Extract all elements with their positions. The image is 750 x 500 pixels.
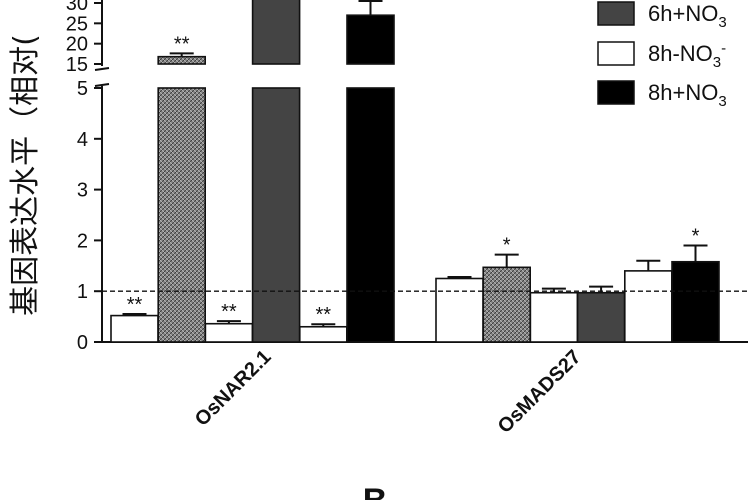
- significance-marker: **: [174, 33, 190, 55]
- bar: [204, 322, 254, 343]
- significance-marker: *: [692, 225, 700, 247]
- bar: [298, 325, 348, 343]
- category-label: OsNAR2.1: [191, 346, 276, 431]
- bar: [623, 270, 673, 343]
- bar: [346, 14, 395, 65]
- y-tick-label: 2: [77, 230, 88, 252]
- bar: [157, 55, 206, 65]
- y-tick-label: 0: [77, 332, 88, 354]
- significance-marker: *: [503, 235, 511, 257]
- panel-label: B: [363, 482, 388, 500]
- bar: [435, 277, 484, 343]
- axis-break-mark: [94, 83, 110, 87]
- bar: [110, 314, 159, 343]
- legend-label: 6h+NO3: [648, 1, 727, 31]
- bar: [671, 260, 720, 343]
- y-tick-label: 25: [66, 13, 88, 35]
- bar: [576, 291, 626, 343]
- bar: [251, 87, 301, 343]
- legend-label: 8h+NO3: [648, 80, 727, 110]
- y-tick-label: 30: [66, 0, 88, 15]
- bar: [482, 266, 532, 343]
- y-tick-label: 15: [66, 54, 88, 76]
- y-tick-label: 20: [66, 34, 88, 56]
- legend-swatch: [597, 80, 635, 105]
- legend-label: 8h-NO3-: [648, 40, 726, 71]
- bar: [157, 87, 206, 343]
- y-tick-label: 3: [77, 180, 88, 202]
- bar: [529, 291, 579, 343]
- significance-marker: **: [127, 294, 143, 316]
- significance-marker: **: [221, 301, 237, 323]
- category-label: OsMADS27: [494, 346, 586, 438]
- legend-swatch: [597, 1, 635, 26]
- y-tick-label: 5: [77, 78, 88, 100]
- significance-marker: **: [316, 304, 332, 326]
- bar: [346, 87, 395, 343]
- y-tick-label: 1: [77, 281, 88, 303]
- axis-break-mark: [94, 67, 110, 71]
- y-tick-label: 4: [77, 129, 88, 151]
- bar: [251, 0, 301, 65]
- y-axis-label: 基因表达水平（相对(: [8, 34, 43, 316]
- legend-swatch: [597, 41, 635, 66]
